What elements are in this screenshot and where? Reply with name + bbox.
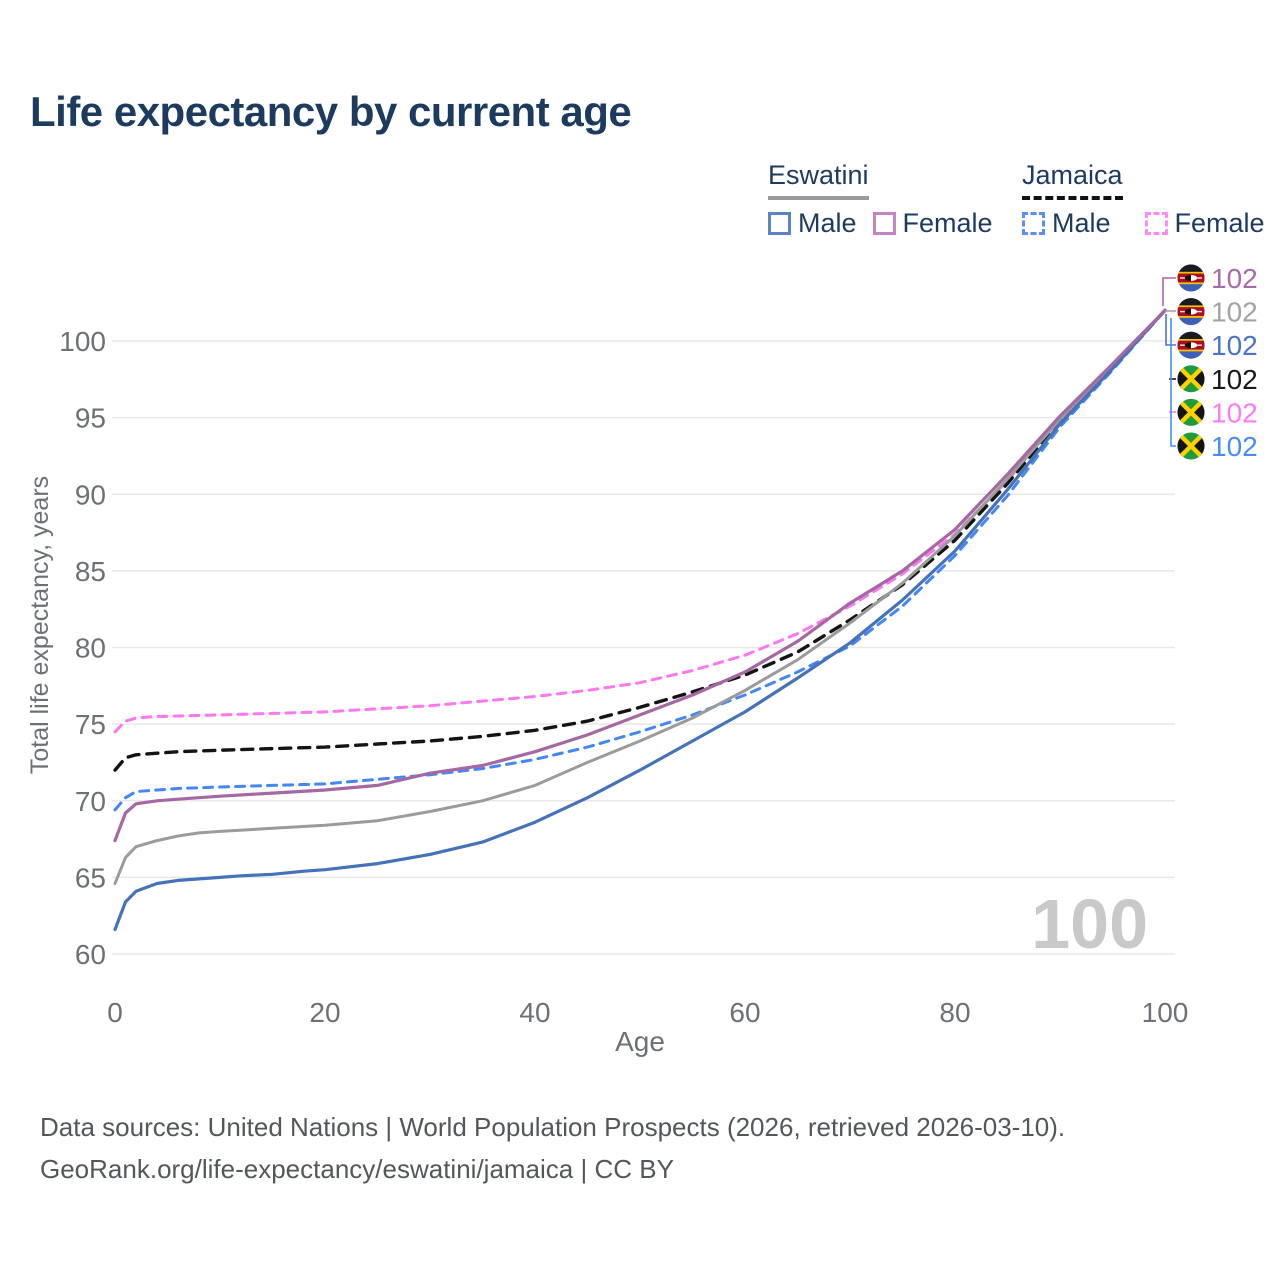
end-annotation-row: 102 (1177, 397, 1258, 428)
legend-eswatini-male[interactable]: Male (768, 208, 857, 239)
y-tick-label: 70 (75, 786, 106, 817)
end-value-label: 102 (1211, 431, 1258, 462)
x-tick-label: 40 (519, 997, 550, 1028)
leader-line (1170, 318, 1176, 447)
jamaica-flag-icon (1177, 398, 1205, 426)
series-line-jamaica-both-sexes (113, 308, 1167, 772)
y-tick-label: 80 (75, 633, 106, 664)
legend-eswatini-female[interactable]: Female (872, 208, 993, 239)
x-axis-title: Age (615, 1026, 665, 1057)
series-line-eswatini-both-sexes (113, 308, 1167, 885)
y-tick-label: 60 (75, 939, 106, 970)
y-tick-label: 75 (75, 709, 106, 740)
end-value-label: 102 (1211, 364, 1258, 395)
x-tick-label: 80 (939, 997, 970, 1028)
gridlines (112, 340, 1175, 955)
series-line-jamaica-male (113, 308, 1167, 812)
legend-jamaica-title[interactable]: Jamaica (1022, 160, 1123, 200)
legend-jamaica-female-label: Female (1174, 208, 1265, 238)
end-value-label: 102 (1211, 297, 1258, 328)
legend-jamaica-female[interactable]: Female (1144, 208, 1265, 239)
hovered-age-watermark: 100 (1031, 885, 1148, 963)
end-value-label: 102 (1211, 397, 1258, 428)
page-title: Life expectancy by current age (30, 88, 632, 135)
x-tick-label: 0 (107, 997, 123, 1028)
y-tick-label: 100 (59, 326, 106, 357)
jamaica-male-checkbox-icon[interactable] (1022, 212, 1045, 235)
footer-data-sources: Data sources: United Nations | World Pop… (40, 1112, 1066, 1142)
x-tick-label: 60 (729, 997, 760, 1028)
end-annotation-row: 102 (1177, 431, 1258, 462)
x-tick-label: 100 (1142, 997, 1189, 1028)
footer-attribution: GeoRank.org/life-expectancy/eswatini/jam… (40, 1154, 674, 1184)
end-annotation-row: 102 (1177, 263, 1258, 294)
end-value-label: 102 (1211, 330, 1258, 361)
jamaica-female-checkbox-icon[interactable] (1144, 212, 1168, 235)
end-annotation-row: 102 (1177, 297, 1258, 328)
series-line-eswatini-male (113, 308, 1167, 932)
eswatini-female-checkbox-icon[interactable] (872, 212, 896, 235)
eswatini-flag-icon (1177, 264, 1205, 292)
annotation-leader-lines (1162, 277, 1176, 447)
eswatini-flag-icon (1177, 331, 1205, 359)
series-line-jamaica-female (113, 308, 1167, 734)
leader-line (1162, 277, 1176, 306)
legend-eswatini-title[interactable]: Eswatini (768, 160, 869, 200)
y-tick-label: 90 (75, 479, 106, 510)
end-value-label: 102 (1211, 263, 1258, 294)
x-tick-label: 20 (309, 997, 340, 1028)
series-lines (113, 308, 1167, 932)
end-annotation-row: 102 (1177, 330, 1258, 361)
y-axis-tick-labels: 100 95 90 85 80 75 70 65 60 (59, 326, 106, 970)
end-annotation-row: 102 (1177, 364, 1258, 395)
legend-eswatini-male-label: Male (798, 208, 857, 238)
jamaica-flag-icon (1177, 365, 1205, 393)
legend-jamaica-male-label: Male (1052, 208, 1111, 238)
footer: Data sources: United Nations | World Pop… (40, 1106, 1065, 1190)
leader-line (1165, 314, 1176, 346)
x-axis-tick-labels: 0 20 40 60 80 100 (107, 997, 1188, 1028)
eswatini-flag-icon (1177, 298, 1205, 326)
y-tick-label: 65 (75, 862, 106, 893)
y-tick-label: 95 (75, 403, 106, 434)
legend-group-eswatini: Eswatini Male Female (768, 160, 993, 239)
series-line-eswatini-female (113, 308, 1167, 843)
legend-jamaica-male[interactable]: Male (1022, 208, 1111, 239)
y-tick-label: 85 (75, 556, 106, 587)
jamaica-flag-icon (1177, 432, 1205, 460)
eswatini-male-checkbox-icon[interactable] (768, 212, 791, 235)
y-axis-title: Total life expectancy, years (26, 476, 54, 774)
legend-group-jamaica: Jamaica Male Female (1022, 160, 1265, 239)
legend-eswatini-female-label: Female (902, 208, 993, 238)
